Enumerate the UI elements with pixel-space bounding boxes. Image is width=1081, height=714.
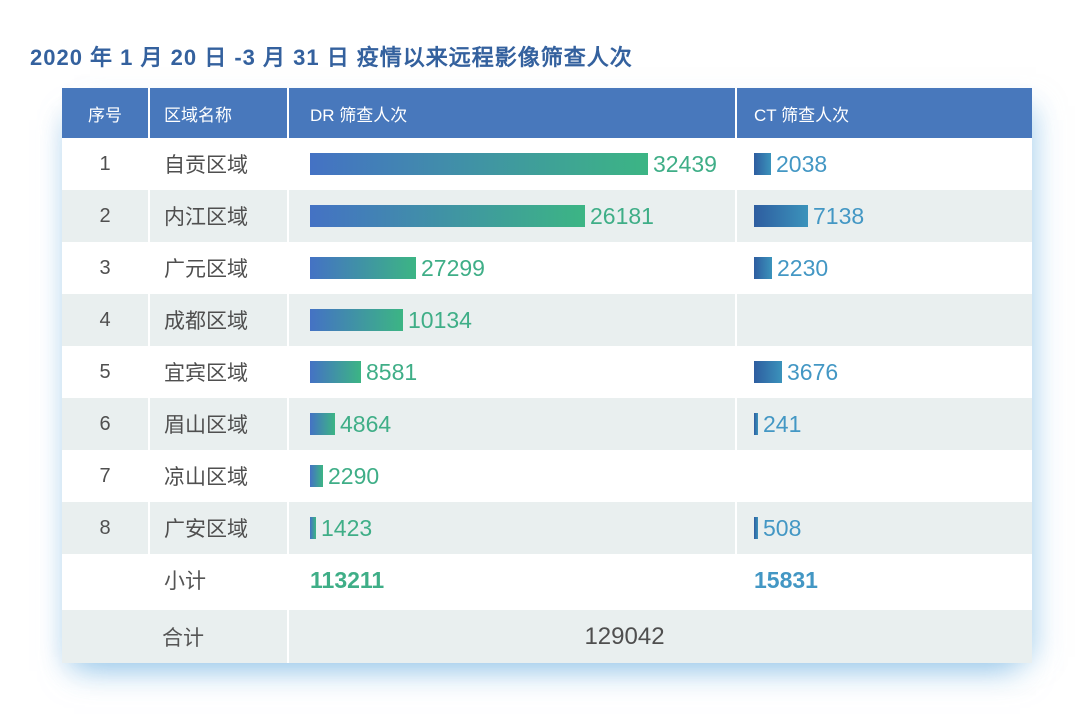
row-region: 宜宾区域: [148, 346, 287, 398]
row-serial: 2: [99, 204, 111, 227]
dr-value: 8581: [366, 358, 418, 385]
subtotal-row: 小计 113211 15831: [62, 554, 1032, 606]
total-value-cell: 129042: [287, 610, 1032, 663]
dr-cell: 10134: [287, 294, 735, 346]
row-region: 眉山区域: [148, 398, 287, 450]
ct-cell: 2230: [735, 242, 1032, 294]
dr-value: 32439: [653, 150, 717, 177]
table-row: 2 内江区域 26181 7138: [62, 190, 1032, 242]
ct-value: 2230: [777, 254, 829, 281]
ct-bar: [754, 257, 772, 279]
table-row: 5 宜宾区域 8581 3676: [62, 346, 1032, 398]
ct-value: 3676: [787, 358, 839, 385]
row-region: 凉山区域: [148, 450, 287, 502]
subtotal-dr-value: 113211: [287, 554, 735, 606]
dr-bar: [310, 413, 335, 435]
row-region: 成都区域: [148, 294, 287, 346]
row-region: 广元区域: [148, 242, 287, 294]
ct-value: 241: [763, 410, 802, 437]
ct-cell: [735, 450, 1032, 502]
dr-value: 2290: [328, 462, 380, 489]
dr-value: 27299: [421, 254, 485, 281]
header-serial: 序号: [88, 105, 122, 125]
table-row: 6 眉山区域 4864 241: [62, 398, 1032, 450]
dr-bar: [310, 361, 361, 383]
row-serial: 6: [99, 412, 111, 435]
row-serial: 3: [99, 256, 111, 279]
ct-value: 2038: [776, 150, 828, 177]
total-value: 129042: [584, 622, 665, 650]
dr-value: 26181: [590, 202, 654, 229]
dr-cell: 4864: [287, 398, 735, 450]
table-row: 3 广元区域 27299 2230: [62, 242, 1032, 294]
subtotal-serial-cell: [62, 554, 148, 606]
total-serial-cell: [62, 610, 148, 663]
ct-cell: 3676: [735, 346, 1032, 398]
dr-bar: [310, 517, 316, 539]
dr-cell: 26181: [287, 190, 735, 242]
dr-value: 4864: [340, 410, 392, 437]
ct-cell: 508: [735, 502, 1032, 554]
ct-cell: 7138: [735, 190, 1032, 242]
row-region: 自贡区域: [148, 138, 287, 190]
dr-cell: 2290: [287, 450, 735, 502]
screening-table: 序号 区域名称 DR 筛查人次 CT 筛查人次 1 自贡区域 32439 203…: [62, 88, 1032, 663]
table-row: 1 自贡区域 32439 2038: [62, 138, 1032, 190]
row-serial: 4: [99, 308, 111, 331]
total-label: 合计: [162, 626, 204, 650]
header-dr: DR 筛查人次: [287, 88, 735, 138]
table-row: 7 凉山区域 2290: [62, 450, 1032, 502]
table-row: 8 广安区域 1423 508: [62, 502, 1032, 554]
dr-cell: 27299: [287, 242, 735, 294]
page-title: 2020 年 1 月 20 日 -3 月 31 日 疫情以来远程影像筛查人次: [30, 45, 633, 70]
dr-bar: [310, 309, 403, 331]
ct-value: 508: [763, 514, 802, 541]
row-region: 内江区域: [148, 190, 287, 242]
ct-bar: [754, 153, 771, 175]
ct-bar: [754, 413, 758, 435]
ct-value: 7138: [813, 202, 865, 229]
row-serial: 7: [99, 464, 111, 487]
row-region: 广安区域: [148, 502, 287, 554]
dr-cell: 1423: [287, 502, 735, 554]
subtotal-label: 小计: [148, 554, 287, 606]
row-serial: 5: [99, 360, 111, 383]
table-header-row: 序号 区域名称 DR 筛查人次 CT 筛查人次: [62, 88, 1032, 138]
table-row: 4 成都区域 10134: [62, 294, 1032, 346]
ct-bar: [754, 205, 808, 227]
dr-value: 10134: [408, 306, 472, 333]
row-serial: 8: [99, 516, 111, 539]
ct-cell: 2038: [735, 138, 1032, 190]
total-row: 合计 129042: [62, 610, 1032, 663]
dr-value: 1423: [321, 514, 373, 541]
dr-bar: [310, 153, 648, 175]
ct-cell: [735, 294, 1032, 346]
dr-bar: [310, 257, 416, 279]
dr-bar: [310, 465, 323, 487]
dr-bar: [310, 205, 585, 227]
ct-bar: [754, 361, 782, 383]
ct-bar: [754, 517, 758, 539]
header-ct: CT 筛查人次: [735, 88, 1032, 138]
subtotal-ct-value: 15831: [735, 554, 1032, 606]
dr-cell: 32439: [287, 138, 735, 190]
header-region: 区域名称: [148, 88, 287, 138]
dr-cell: 8581: [287, 346, 735, 398]
ct-cell: 241: [735, 398, 1032, 450]
row-serial: 1: [99, 152, 111, 175]
